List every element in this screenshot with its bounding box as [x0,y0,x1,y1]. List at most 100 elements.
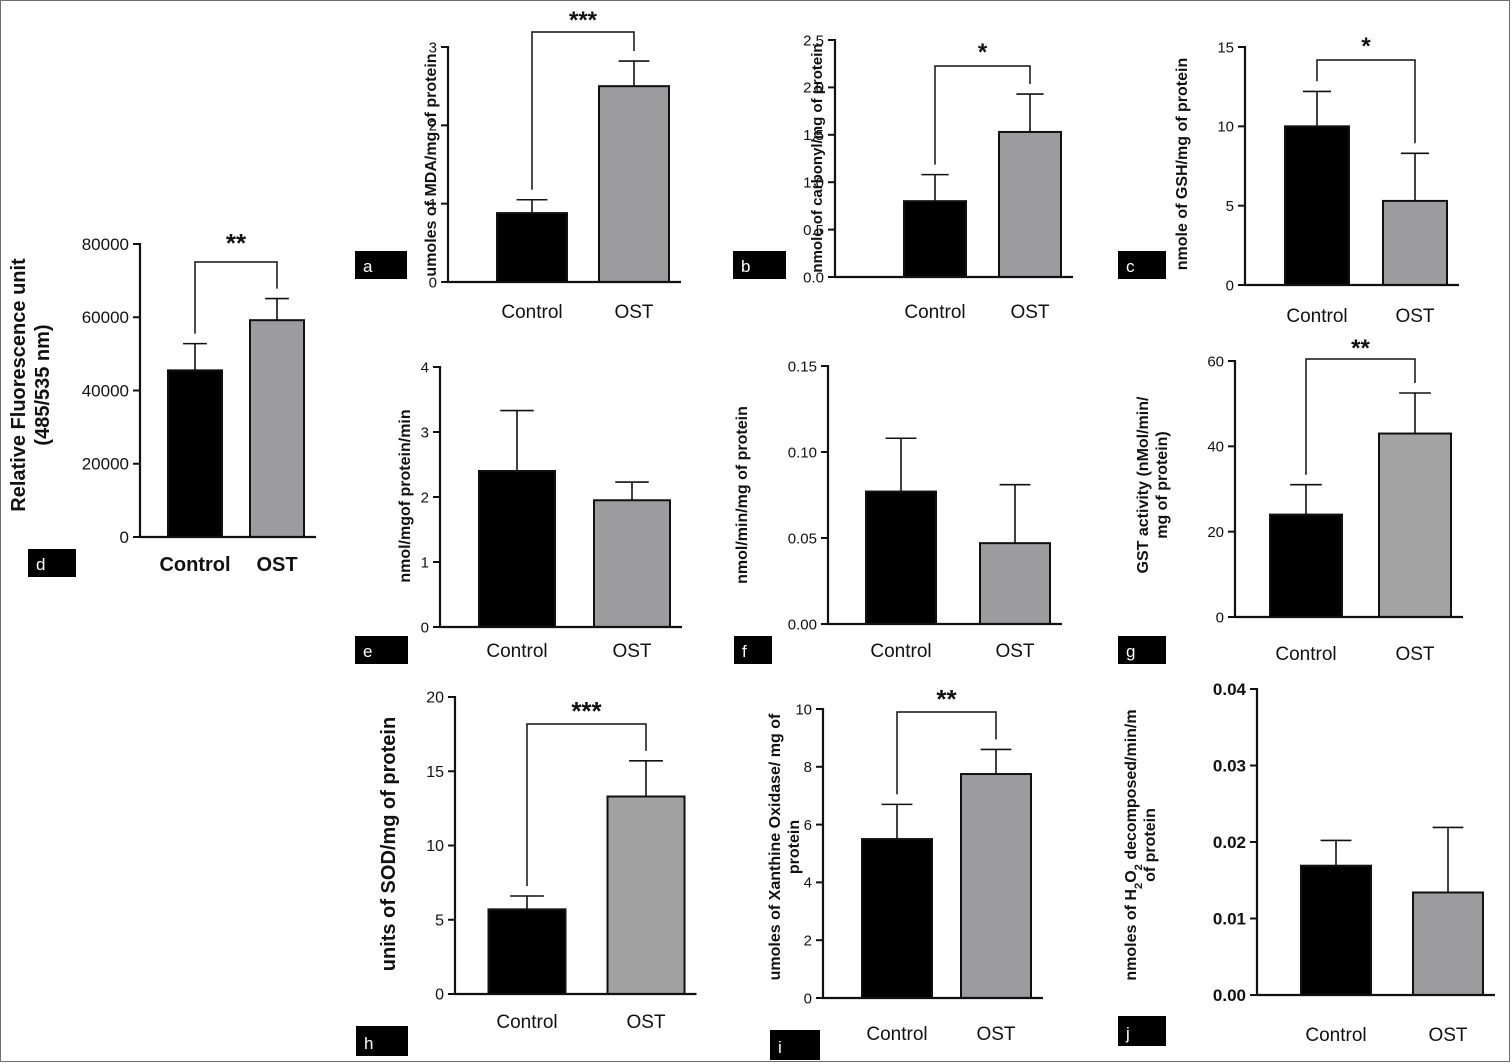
y-axis-label: Relative Fluorescence unit (485/535 nm) [8,258,54,512]
panel-letter: f [742,642,747,661]
panel-letter: g [1126,642,1135,661]
y-tick-label: 2 [429,118,437,135]
chart-panel-d: 0 20000 40000 60000 80000 Control OST Relative … [8,228,316,577]
x-category-label: OST [1395,306,1434,327]
y-tick-label: 1.0 [803,174,824,191]
panel-letter: e [363,642,372,661]
panel-badge [733,251,786,279]
x-category-label: Control [501,302,562,323]
panel-badge [734,636,772,664]
y-tick-label: 3 [421,424,429,441]
bar-control [1269,513,1343,618]
significance-bracket [526,723,647,886]
bar-ost [598,85,670,283]
panel-letter: b [741,257,750,276]
y-tick-label: 0 [1216,609,1224,626]
y-tick-label: 1 [421,554,429,571]
y-tick-label: 0 [429,274,437,291]
y-axis-label: nmole of carbonyl/mg of protein [809,43,826,272]
bar-control [865,490,937,625]
y-tick-label: 0.15 [788,358,817,375]
y-axis-label: umoles of Xanthine Oxidase/ mg of protein [767,713,803,980]
y-tick-label: 5 [1226,198,1234,215]
x-category-label: Control [159,554,230,576]
y-tick-label: 2 [421,489,429,506]
bar-ost [960,773,1032,1000]
panel-letter: j [1125,1024,1130,1043]
y-tick-label: 4 [421,359,429,376]
y-tick-label: 10 [795,701,812,718]
x-category-label: Control [870,641,931,662]
panel-badge [356,1026,408,1056]
y-tick-label: 20000 [82,455,129,474]
panel-letter: i [778,1038,782,1057]
y-axis-label: nmoles of H2O2 decomposed/min/m of protei… [1123,709,1159,980]
bar-control [478,470,556,628]
x-category-label: Control [486,641,547,662]
y-tick-label: 15 [426,764,444,781]
bar-ost [1382,199,1448,286]
x-category-label: Control [1275,644,1336,665]
bar-control [1300,864,1372,997]
panel-letter: d [36,555,45,574]
x-category-label: OST [612,641,651,662]
y-tick-label: 0 [120,528,129,547]
panel-badge [1118,636,1166,664]
significance-marker: ** [226,228,247,258]
x-category-label: OST [976,1024,1015,1045]
bar-control [167,369,223,539]
y-tick-label: 10 [1217,119,1234,136]
significance-marker: ** [1351,335,1370,362]
x-category-label: OST [626,1012,665,1033]
y-tick-label: 3 [429,39,437,56]
y-tick-label: 0.04 [1213,680,1247,699]
y-axis-label: units of SOD/mg of protein [378,717,400,971]
y-tick-label: 10 [426,838,444,855]
y-tick-label: 0.10 [788,444,817,461]
significance-bracket [194,261,278,334]
y-axis-label: umoles of MDA/mg of protein [423,53,440,276]
bar-control [487,908,567,995]
y-tick-label: 4 [804,875,812,892]
chart-panel-a: 0 1 2 3 Control OST umoles of MDA/mg of protei… [355,7,681,323]
y-axis-label: nmol/min/mg of protein [734,406,751,584]
y-tick-label: 0.0 [803,269,824,286]
chart-panel-j: 0.00 0.01 0.02 0.03 0.04 Control OST nmoles of … [1118,680,1495,1046]
significance-bracket [1305,358,1416,475]
panel-badge [355,251,407,279]
y-axis-label: nmol/mgof protein/min [397,409,414,582]
x-category-label: Control [496,1012,557,1033]
y-tick-label: 40 [1207,439,1224,456]
panel-letter: c [1126,257,1135,276]
x-category-label: OST [995,641,1034,662]
bar-control [861,838,933,999]
y-tick-label: 60000 [82,308,129,327]
y-tick-label: 5 [435,912,444,929]
panel-badge [1118,1016,1166,1046]
y-tick-label: 8 [804,759,812,776]
x-category-label: OST [1395,644,1434,665]
bar-control [1284,125,1350,287]
significance-bracket [934,65,1031,165]
y-tick-label: 40000 [82,381,129,400]
y-tick-label: 20 [1207,524,1224,541]
chart-panel-g: 0 20 40 60 Control OST GST activity (nMol/min/… [1118,335,1463,665]
significance-marker: ** [936,684,957,714]
y-tick-label: 15 [1217,39,1234,56]
y-tick-label: 0 [804,990,812,1007]
y-tick-label: 0.05 [788,530,817,547]
chart-panel-c: 0 5 10 15 Control OST nmole of GSH/mg of prote… [1118,33,1459,327]
significance-marker: *** [571,696,602,726]
y-tick-label: 0.01 [1213,909,1246,928]
bar-ost [593,499,671,628]
y-axis-label: GST activity (nMol/min/mg of protein) [1135,396,1171,573]
x-category-label: OST [256,554,297,576]
bar-ost [606,795,686,995]
x-category-label: Control [866,1024,927,1045]
y-tick-label: 0 [421,619,429,636]
bar-ost [1378,432,1452,618]
chart-panel-e: 0 1 2 3 4 Control OST nmol/mgof protein/min e [355,359,682,664]
y-tick-label: 0.5 [803,222,824,239]
